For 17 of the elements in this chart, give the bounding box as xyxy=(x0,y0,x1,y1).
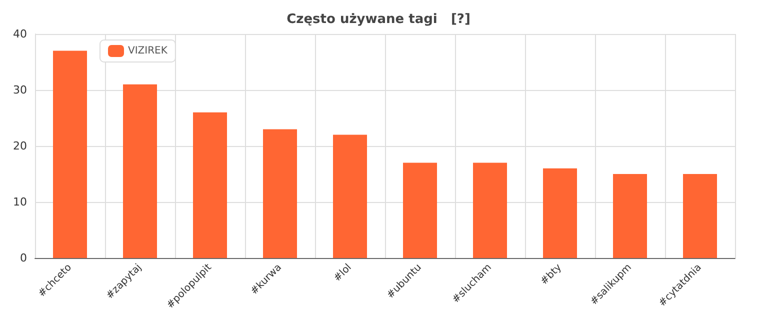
bar xyxy=(613,174,647,258)
y-tick-label: 20 xyxy=(13,140,27,152)
y-tick-label: 10 xyxy=(13,196,27,208)
legend-label: VIZIREK xyxy=(128,46,168,56)
bar xyxy=(333,134,367,258)
bar xyxy=(263,129,297,258)
bar xyxy=(403,162,437,258)
bar xyxy=(193,112,227,258)
bar xyxy=(683,174,717,258)
bar xyxy=(53,50,87,258)
y-tick-label: 0 xyxy=(20,252,27,264)
chart-title: Często używane tagi [?] xyxy=(286,12,470,27)
bar xyxy=(543,168,577,258)
y-tick-label: 30 xyxy=(13,84,27,96)
bar xyxy=(473,162,507,258)
bar xyxy=(123,84,157,258)
y-tick-label: 40 xyxy=(13,28,27,40)
